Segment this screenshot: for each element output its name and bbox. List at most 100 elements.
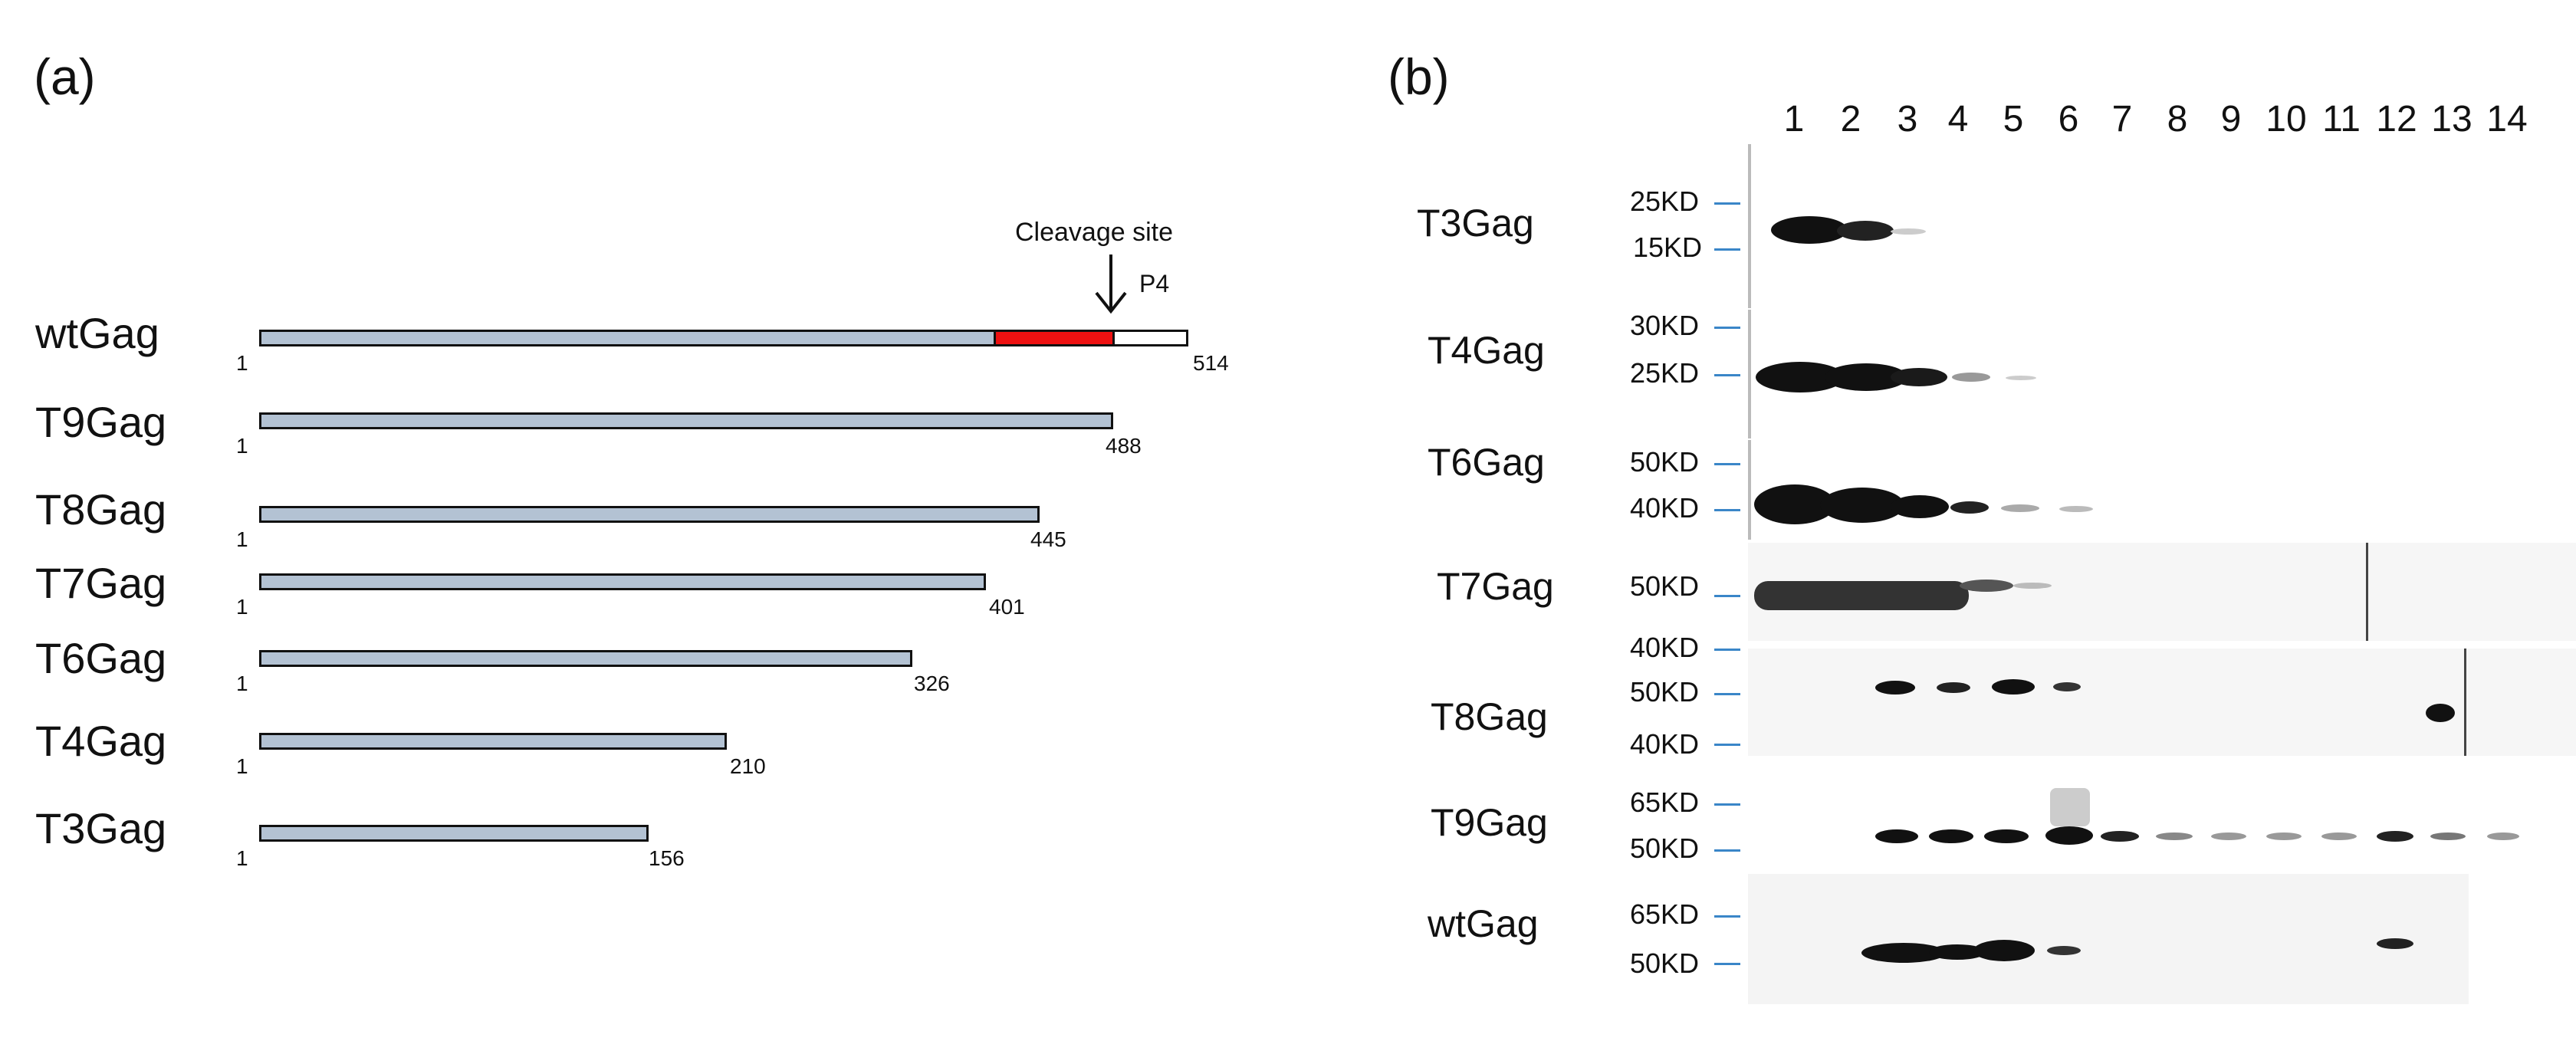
lane-number: 8 bbox=[2167, 99, 2188, 140]
blot-wtgag bbox=[1748, 874, 2469, 1004]
lane-number: 12 bbox=[2376, 99, 2417, 140]
p4-red-segment bbox=[996, 332, 1112, 344]
construct-bar-t9gag bbox=[259, 412, 1113, 429]
blot-band bbox=[2266, 832, 2302, 840]
blot-band bbox=[1952, 373, 1990, 382]
blot-t3gag bbox=[1748, 144, 2576, 308]
end-num-t6gag: 326 bbox=[914, 672, 950, 695]
blot-t6gag bbox=[1748, 440, 2576, 540]
marker-label: 25KD bbox=[1630, 186, 1700, 217]
marker-tick bbox=[1714, 248, 1740, 251]
blot-band bbox=[1891, 368, 1947, 386]
blot-band bbox=[1891, 495, 1949, 518]
blot-splice-line bbox=[2464, 649, 2466, 756]
p4-white-segment bbox=[1112, 332, 1186, 344]
construct-label-t7gag: T7Gag bbox=[35, 559, 167, 607]
marker-label: 15KD bbox=[1633, 232, 1703, 263]
lane-number: 14 bbox=[2486, 99, 2528, 140]
construct-label-t3gag: T3Gag bbox=[35, 804, 167, 852]
blot-band bbox=[2013, 583, 2052, 589]
marker-tick bbox=[1714, 849, 1740, 852]
blot-band bbox=[1771, 216, 1848, 244]
blot-band bbox=[2053, 682, 2081, 691]
blot-label-t6gag: T6Gag bbox=[1428, 441, 1545, 484]
cleavage-site-label: Cleavage site bbox=[1015, 218, 1174, 247]
blot-band bbox=[1984, 829, 2029, 843]
blot-band bbox=[2047, 946, 2081, 955]
blot-band bbox=[2487, 832, 2519, 840]
blot-band bbox=[1837, 221, 1894, 241]
construct-label-t4gag: T4Gag bbox=[35, 717, 167, 765]
marker-tick bbox=[1714, 595, 1740, 597]
lane-number: 13 bbox=[2431, 99, 2472, 140]
lane-number: 9 bbox=[2220, 99, 2242, 140]
blot-label-t9gag: T9Gag bbox=[1431, 801, 1548, 844]
construct-label-wtgag: wtGag bbox=[35, 309, 159, 357]
blot-band bbox=[1754, 581, 1969, 610]
end-num-wtgag: 514 bbox=[1193, 351, 1229, 375]
lane-number: 7 bbox=[2111, 99, 2133, 140]
blot-band bbox=[1960, 580, 2013, 592]
construct-label-t9gag: T9Gag bbox=[35, 398, 167, 446]
blot-band bbox=[2377, 831, 2413, 842]
start-num-wtgag: 1 bbox=[236, 351, 248, 375]
marker-tick bbox=[1714, 374, 1740, 376]
marker-tick bbox=[1714, 202, 1740, 205]
lane-number: 10 bbox=[2266, 99, 2307, 140]
marker-tick bbox=[1714, 693, 1740, 695]
cleavage-arrow-icon bbox=[1095, 255, 1127, 314]
marker-tick bbox=[1714, 509, 1740, 511]
construct-label-t8gag: T8Gag bbox=[35, 485, 167, 534]
blot-band bbox=[1875, 829, 1918, 843]
panel-a-label: (a) bbox=[34, 48, 96, 105]
construct-bar-t4gag bbox=[259, 733, 727, 750]
blot-band bbox=[2426, 704, 2455, 722]
blot-band bbox=[1950, 501, 1989, 514]
blot-band bbox=[1973, 940, 2035, 961]
blot-t8gag bbox=[1748, 649, 2576, 756]
blot-band bbox=[1937, 682, 1970, 693]
marker-tick bbox=[1714, 327, 1740, 329]
marker-tick bbox=[1714, 915, 1740, 918]
blot-band bbox=[2377, 938, 2413, 949]
construct-label-t6gag: T6Gag bbox=[35, 634, 167, 682]
marker-label: 50KD bbox=[1630, 832, 1700, 864]
end-num-t8gag: 445 bbox=[1030, 527, 1066, 551]
blot-smear bbox=[2050, 788, 2090, 826]
p4-label: P4 bbox=[1139, 270, 1170, 297]
blot-band bbox=[2001, 504, 2039, 512]
marker-tick bbox=[1714, 744, 1740, 746]
blot-band bbox=[2045, 826, 2093, 845]
blot-label-t7gag: T7Gag bbox=[1437, 565, 1554, 608]
end-num-t9gag: 488 bbox=[1106, 434, 1142, 458]
construct-bar-t7gag bbox=[259, 573, 986, 590]
blot-label-t4gag: T4Gag bbox=[1428, 329, 1545, 372]
blot-band bbox=[2101, 831, 2139, 842]
start-num-t6gag: 1 bbox=[236, 672, 248, 695]
blot-band bbox=[2059, 506, 2093, 512]
end-num-t7gag: 401 bbox=[989, 595, 1025, 619]
end-num-t4gag: 210 bbox=[730, 754, 766, 778]
marker-tick bbox=[1714, 463, 1740, 465]
construct-bar-t8gag bbox=[259, 506, 1040, 523]
lane-number: 1 bbox=[1783, 99, 1805, 140]
marker-label: 50KD bbox=[1630, 947, 1700, 979]
construct-bar-t6gag bbox=[259, 650, 912, 667]
marker-label: 40KD bbox=[1630, 492, 1700, 524]
marker-label: 40KD bbox=[1630, 632, 1700, 663]
lane-number: 11 bbox=[2322, 99, 2361, 140]
blot-band bbox=[2430, 832, 2466, 840]
blot-splice-line bbox=[2366, 543, 2368, 641]
marker-tick bbox=[1714, 649, 1740, 651]
panel-b-label: (b) bbox=[1388, 48, 1450, 105]
blot-band bbox=[1929, 829, 1973, 843]
marker-label: 65KD bbox=[1630, 898, 1700, 930]
blot-t7gag bbox=[1748, 543, 2576, 641]
marker-tick bbox=[1714, 963, 1740, 965]
blot-band bbox=[1929, 944, 1986, 960]
lane-number: 3 bbox=[1897, 99, 1918, 140]
construct-bar-wtgag bbox=[259, 330, 1188, 346]
blot-t4gag bbox=[1748, 310, 2576, 438]
start-num-t7gag: 1 bbox=[236, 595, 248, 619]
lane-number: 2 bbox=[1840, 99, 1861, 140]
